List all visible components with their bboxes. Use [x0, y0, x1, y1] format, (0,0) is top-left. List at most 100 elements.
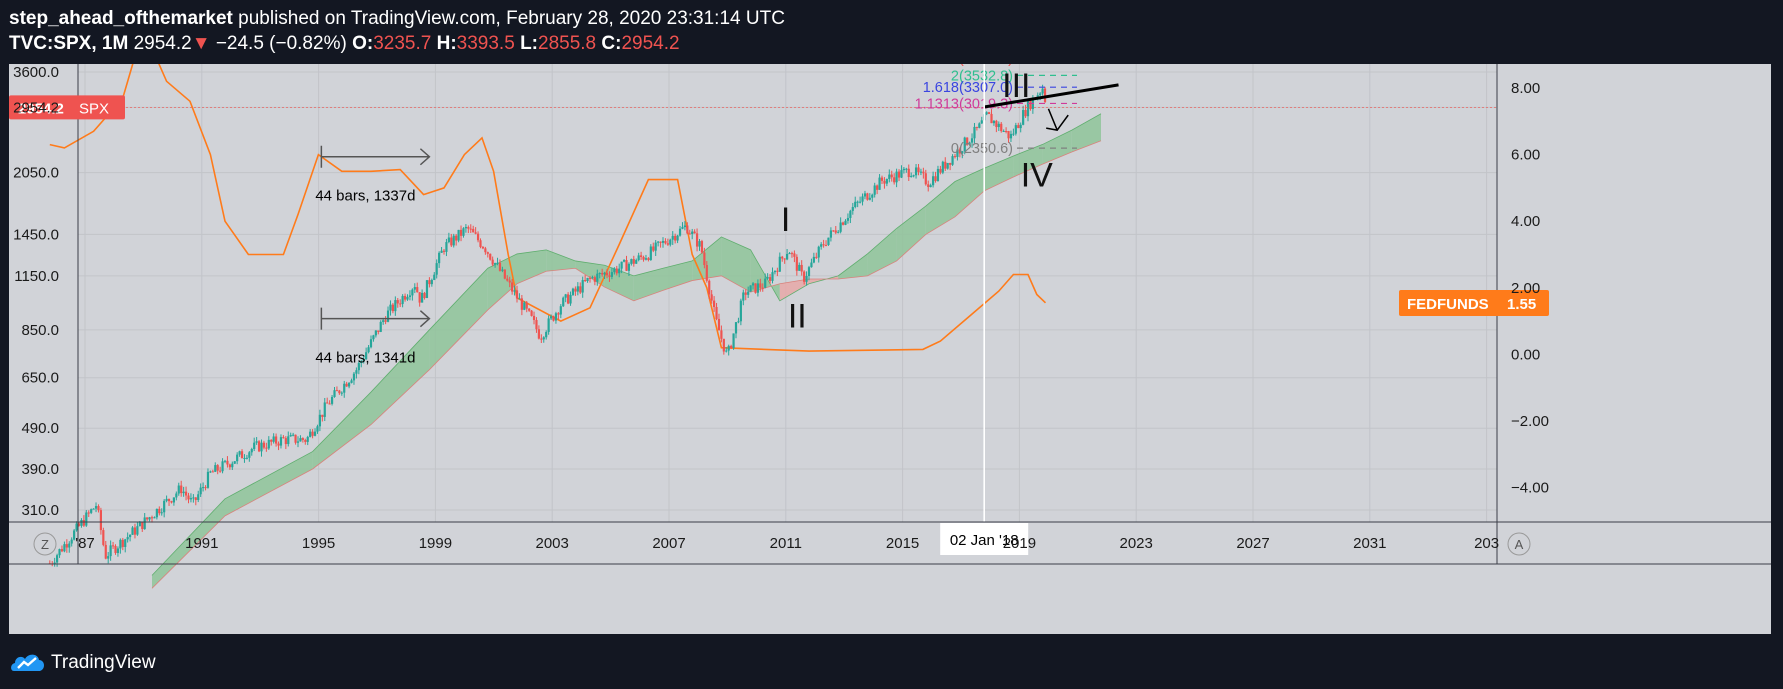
candle-body-up [245, 457, 248, 459]
candle-body-up [172, 497, 175, 503]
candle-body-up [963, 137, 966, 152]
candle-body-up [348, 382, 351, 387]
candle-body-down [783, 258, 786, 260]
candle-body-down [472, 228, 475, 233]
candle-body-up [248, 452, 251, 458]
auto-scale-a-button[interactable]: A [1507, 532, 1531, 556]
x-tick-label: 2003 [536, 535, 569, 552]
candle-body-up [523, 302, 526, 310]
auto-scale-z-button[interactable]: Z [33, 532, 57, 556]
a-button-circle [1507, 532, 1531, 556]
candle-body-up [438, 252, 441, 264]
candle-body-up [350, 380, 353, 383]
candle-body-down [121, 539, 124, 547]
cloud-segment-bull [487, 253, 517, 310]
candle-body-up [737, 321, 740, 323]
candle-body-down [335, 390, 339, 392]
candle-body-up [829, 230, 832, 238]
symbol-interval[interactable]: TVC:SPX, 1M [9, 33, 129, 54]
candle-body-down [111, 545, 115, 547]
candle-body-up [591, 277, 594, 279]
candle-body-down [949, 162, 952, 165]
candle-body-up [165, 498, 168, 501]
fedfunds-line [49, 64, 1047, 352]
candle-body-down [876, 185, 879, 190]
candle-body-up [562, 297, 565, 307]
tradingview-cloud-icon[interactable] [10, 651, 46, 673]
candle-body-up [189, 498, 193, 500]
candle-body-up [124, 539, 127, 547]
candle-body-down [705, 265, 708, 281]
price-chart[interactable]: 44 bars, 1337d 44 bars, 1341d 2.618(3898.1… [9, 64, 1771, 634]
candle-body-down [515, 290, 519, 299]
x-tick-label: 2007 [652, 535, 685, 552]
candle-body-up [296, 441, 300, 443]
candle-body-up [430, 279, 433, 285]
candle-body-up [143, 517, 146, 530]
candle-body-up [798, 264, 801, 271]
candle-body-up [992, 120, 996, 124]
candle-body-down [574, 288, 577, 292]
candle-body-down [481, 246, 485, 249]
candle-body-down [180, 485, 183, 494]
candle-body-down [557, 313, 560, 315]
candle-body-up [932, 176, 935, 186]
chart-panel[interactable]: 44 bars, 1337d 44 bars, 1341d 2.618(3898.1… [9, 64, 1771, 634]
candle-body-down [834, 230, 837, 233]
x-tick-label: 2027 [1236, 535, 1269, 552]
candle-body-down [832, 230, 835, 232]
left-tick-label: 650.0 [21, 370, 59, 387]
wave-label: III [1002, 67, 1030, 105]
x-tick-label: 1995 [302, 535, 335, 552]
candle-body-down [579, 286, 582, 293]
z-button-circle [33, 532, 57, 556]
candle-body-up [68, 543, 71, 548]
candle-body-up [447, 237, 450, 243]
candle-body-up [279, 437, 283, 446]
z-button-label: Z [41, 537, 49, 552]
candle-body-down [489, 253, 492, 260]
brand-name[interactable]: TradingView [51, 652, 156, 673]
candle-body-down [990, 113, 993, 124]
chart-header: step_ahead_ofthemarket published on Trad… [0, 0, 1783, 62]
candle-body-down [416, 287, 419, 293]
candle-body-up [868, 197, 871, 200]
candle-body-down [754, 283, 757, 293]
candle-body-up [63, 544, 66, 552]
candle-body-down [491, 259, 494, 265]
candle-body-up [425, 280, 429, 298]
candle-body-up [406, 296, 409, 300]
candle-body-down [467, 227, 470, 229]
candle-body-up [778, 256, 781, 272]
author-name[interactable]: step_ahead_ofthemarket [9, 8, 233, 29]
fib-level-label: 1.618(3307.0) [923, 80, 1013, 96]
candle-body-down [666, 243, 669, 245]
candle-body-down [795, 256, 798, 271]
candle-body-up [53, 562, 56, 564]
candle-body-down [459, 229, 463, 236]
candle-body-down [688, 233, 691, 235]
candle-body-up [919, 171, 923, 173]
candle-body-up [260, 442, 263, 452]
candle-body-up [1002, 130, 1005, 132]
x-tick-label: '87 [75, 535, 95, 552]
candle-body-up [671, 235, 674, 240]
candle-body-down [204, 487, 207, 489]
candle-body-up [895, 171, 898, 183]
candle-body-up [856, 201, 859, 203]
candle-body-up [596, 273, 599, 282]
candle-body-down [284, 438, 287, 445]
candle-body-up [177, 485, 180, 494]
candle-body-down [1005, 130, 1008, 132]
candle-body-up [756, 283, 759, 293]
candle-body-up [1026, 100, 1030, 117]
candle-body-down [540, 338, 543, 340]
open-label: O: [352, 33, 374, 54]
left-tick-label: 390.0 [21, 461, 59, 478]
candle-body-up [669, 239, 672, 245]
candle-body-up [598, 273, 601, 275]
candle-body-up [627, 263, 631, 271]
candle-body-up [148, 517, 151, 520]
candle-body-up [854, 201, 857, 208]
candle-body-down [277, 443, 280, 446]
